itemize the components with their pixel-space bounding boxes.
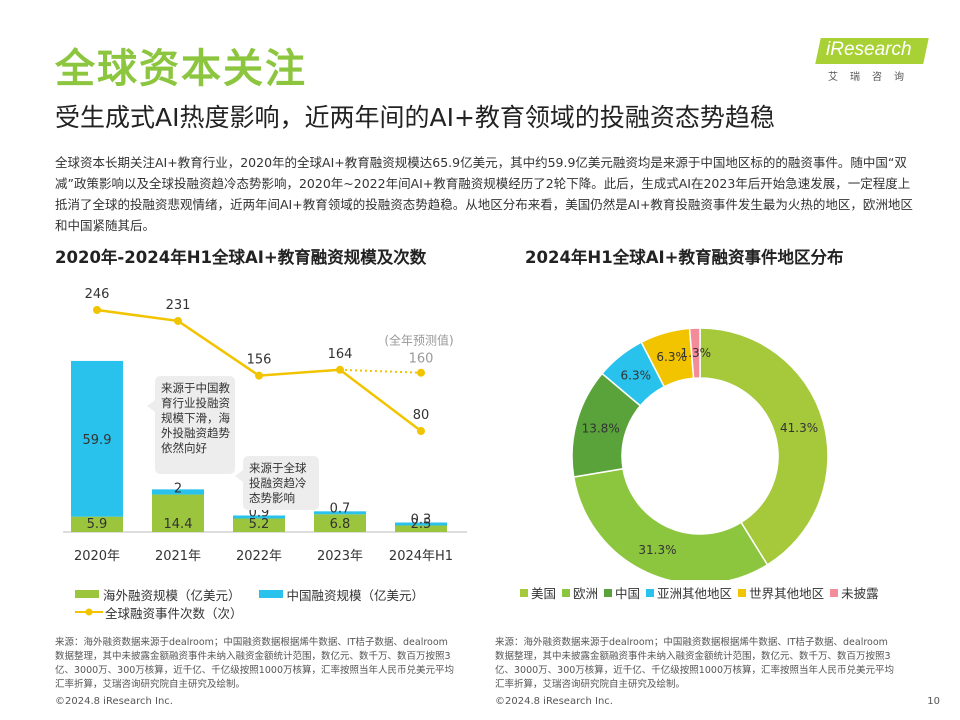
annotation-pointer: [147, 400, 155, 412]
bar-overseas: [233, 518, 285, 532]
legend-item: 欧洲: [562, 583, 598, 602]
region-donut-chart: 41.3% 31.3% 13.8% 6.3% 6.3% 1.3%: [495, 270, 895, 625]
legend-overseas: 海外融资规模（亿美元）: [103, 587, 241, 603]
label-china: 0.7: [330, 501, 351, 516]
legend-events: 全球融资事件次数（次）: [105, 605, 243, 621]
legend-swatch: [562, 588, 571, 597]
legend-swatch: [646, 588, 655, 597]
x-tick-label: 2023年: [317, 549, 363, 564]
bar-china: [314, 511, 366, 515]
events-value: 164: [328, 347, 353, 362]
legend-swatch: [738, 588, 747, 597]
events-point: [93, 306, 101, 314]
annotation-bubble: [155, 376, 235, 474]
slice-label: 13.8%: [582, 422, 620, 436]
legend-swatch-china: [258, 590, 283, 598]
label-china: 59.9: [83, 433, 112, 448]
events-point: [174, 316, 182, 325]
donut-slice: [572, 467, 769, 585]
intro-paragraph: 全球资本长期关注AI+教育行业，2020年的全球AI+教育融资规模达65.9亿美…: [55, 155, 913, 233]
legend-swatch-overseas: [75, 590, 99, 598]
annotation-pointer: [235, 470, 243, 482]
donut-slice: [699, 327, 829, 566]
forecast-line: [339, 368, 422, 374]
legend-label: 世界其他地区: [749, 586, 825, 601]
logo-text: iResearch: [826, 39, 912, 60]
legend-item: 亚洲其他地区: [646, 583, 732, 602]
legend-swatch: [830, 588, 839, 597]
bar-overseas: [152, 494, 204, 532]
funding-bar-chart: 5.9 59.9 2020年 14.4 2 2021年 5.2 0.9 2022年 6.8 0.7 2…: [55, 270, 475, 625]
events-line: [96, 308, 341, 377]
forecast-value: 160: [409, 352, 434, 367]
page-number: 10: [927, 696, 940, 707]
annotation-text: 来源于全球投融资趋冷态势影响: [249, 461, 307, 505]
slice-label: 6.3%: [656, 350, 687, 364]
x-tick-label: 2020年: [74, 549, 120, 564]
annotation-text: 来源于中国教育行业投融资规模下滑，海外投融资趋势依然向好: [161, 381, 230, 455]
label-overseas: 6.8: [330, 517, 351, 532]
label-overseas: 2.5: [411, 517, 432, 532]
bar-china: [233, 515, 285, 519]
copyright-left: ©2024.8 iResearch Inc.: [55, 696, 173, 707]
bar-chart-title: 2020年-2024年H1全球AI+教育融资规模及次数: [55, 248, 427, 267]
slice-label: 1.3%: [681, 346, 712, 360]
legend-item: 美国: [520, 583, 556, 602]
iresearch-logo: iResearch 艾瑞咨询: [815, 32, 930, 83]
legend-swatch: [604, 588, 613, 597]
legend-china: 中国融资规模（亿美元）: [286, 587, 425, 603]
events-value: 231: [166, 298, 191, 313]
events-value: 246: [85, 287, 110, 302]
page-subtitle: 受生成式AI热度影响，近两年间的AI+教育领域的投融资态势趋稳: [55, 103, 775, 132]
slice-label: 31.3%: [638, 543, 676, 557]
forecast-label: (全年预测值): [384, 333, 453, 348]
events-point: [417, 427, 425, 436]
events-point: [336, 365, 344, 374]
legend-item: 世界其他地区: [738, 583, 824, 602]
copyright-right: ©2024.8 iResearch Inc.: [495, 696, 613, 707]
legend-item: 中国: [604, 583, 640, 602]
donut-chart-svg: 41.3%31.3%13.8%6.3%6.3%1.3%: [571, 327, 829, 585]
label-china: 0.3: [411, 513, 432, 528]
events-value: 80: [413, 408, 430, 423]
source-note-left: 来源：海外融资数据来源于dealroom；中国融资数据根据烯牛数据、IT桔子数据…: [55, 637, 454, 690]
legend-label: 亚洲其他地区: [657, 586, 733, 601]
donut-chart-legend: 美国 欧洲 中国 亚洲其他地区 世界其他地区 未披露: [520, 583, 885, 602]
label-overseas: 14.4: [164, 517, 193, 532]
slice-label: 41.3%: [780, 421, 818, 435]
label-overseas: 5.2: [249, 517, 270, 532]
bar-overseas: [395, 525, 447, 532]
donut-chart-title: 2024年H1全球AI+教育融资事件地区分布: [525, 248, 844, 267]
bar-china: [152, 489, 204, 495]
bar-chart-svg: 5.959.92020年14.422021年5.20.92022年6.80.72…: [63, 287, 467, 564]
legend-label: 未披露: [841, 586, 879, 601]
legend-label: 美国: [531, 586, 557, 601]
events-point: [255, 371, 263, 380]
x-tick-label: 2022年: [236, 549, 282, 564]
logo-subtext: 艾瑞咨询: [828, 72, 916, 83]
slice-label: 6.3%: [621, 368, 652, 382]
legend-label: 中国: [615, 586, 641, 601]
x-tick-label: 2024年H1: [389, 549, 453, 564]
bar-china: [71, 360, 123, 517]
events-value: 156: [247, 353, 272, 368]
legend-line-icon: [75, 608, 103, 616]
bar-overseas: [314, 514, 366, 532]
events-line-segment: [339, 368, 422, 433]
legend-item: 未披露: [830, 583, 879, 602]
label-overseas: 5.9: [87, 517, 108, 532]
donut-slice: [688, 327, 701, 380]
page-title: 全球资本关注: [55, 46, 307, 92]
label-china: 2: [174, 482, 182, 497]
bar-china: [395, 522, 447, 526]
annotation-bubble: [243, 456, 319, 510]
x-tick-label: 2021年: [155, 549, 201, 564]
legend-label: 欧洲: [573, 586, 599, 601]
legend-swatch: [520, 588, 528, 597]
bar-overseas: [71, 516, 123, 532]
source-note-right: 来源：海外融资数据来源于dealroom；中国融资数据根据烯牛数据、IT桔子数据…: [495, 637, 894, 690]
bar-chart-legend: 海外融资规模（亿美元） 中国融资规模（亿美元） 全球融资事件次数（次）: [75, 585, 424, 621]
forecast-point: [417, 368, 425, 377]
